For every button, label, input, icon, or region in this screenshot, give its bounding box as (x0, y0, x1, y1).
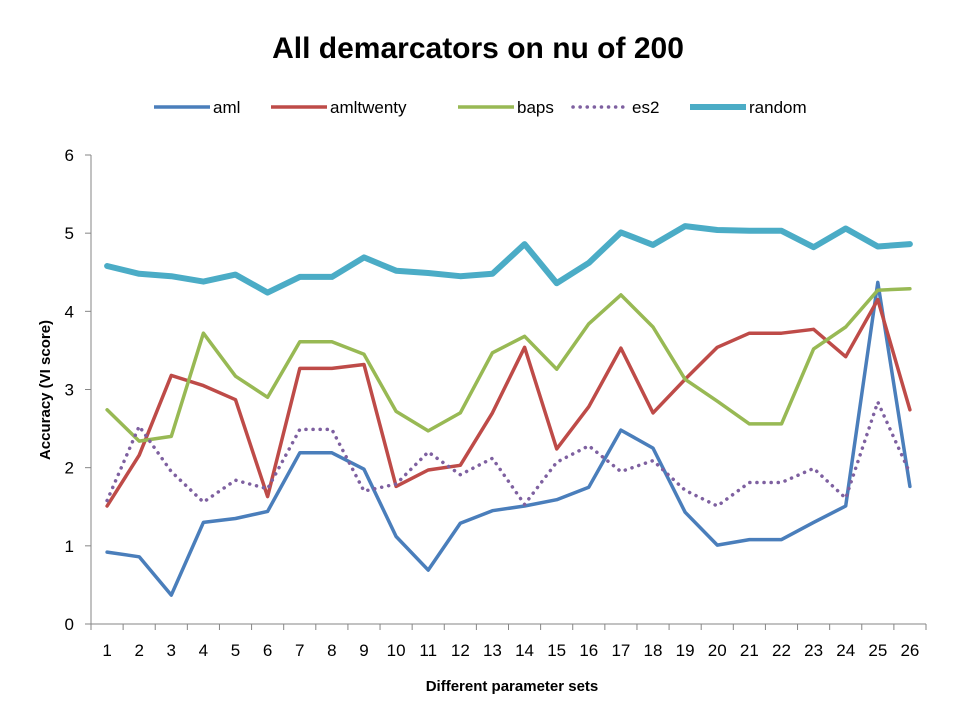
legend-label-aml: aml (213, 98, 240, 117)
x-tick-label: 19 (676, 641, 695, 660)
series-line-random (104, 223, 913, 296)
x-tick-label: 5 (231, 641, 240, 660)
x-tick-label: 20 (708, 641, 727, 660)
legend-label-amltwenty: amltwenty (330, 98, 407, 117)
legend-label-es2: es2 (632, 98, 659, 117)
x-tick-label: 2 (134, 641, 143, 660)
legend-label-baps: baps (517, 98, 554, 117)
series-line-aml (105, 280, 912, 597)
x-tick-label: 1 (102, 641, 111, 660)
plot-area (104, 223, 913, 597)
y-axis-title: Accuracy (VI score) (37, 320, 54, 460)
y-tick-label: 2 (65, 459, 74, 478)
y-tick-label: 4 (65, 302, 74, 321)
x-axis-ticks: 1 2 3 4 5 6 7 8 9 10 11 12 13 14 15 16 17 18 19 20 21 22 23 24 2… (90, 624, 927, 660)
x-tick-label: 25 (868, 641, 887, 660)
chart-title: All demarcators on nu of 200 (272, 32, 684, 65)
x-tick-label: 26 (900, 641, 919, 660)
x-tick-label: 7 (295, 641, 304, 660)
y-tick-label: 3 (65, 381, 74, 400)
x-tick-label: 16 (579, 641, 598, 660)
x-tick-label: 23 (804, 641, 823, 660)
x-tick-label: 3 (167, 641, 176, 660)
x-tick-label: 11 (419, 641, 437, 660)
x-tick-label: 24 (836, 641, 855, 660)
series-line-es2 (105, 400, 912, 508)
x-tick-label: 21 (740, 641, 759, 660)
series-line-amltwenty (105, 297, 912, 508)
x-tick-label: 6 (263, 641, 272, 660)
y-axis-ticks: 0 1 2 3 4 5 6 (65, 146, 91, 634)
series-line-baps (105, 286, 912, 443)
x-tick-label: 14 (515, 641, 534, 660)
x-tick-label: 4 (199, 641, 208, 660)
chart-legend: aml amltwenty baps es2 random (154, 98, 807, 117)
x-tick-label: 17 (611, 641, 630, 660)
x-tick-label: 22 (772, 641, 791, 660)
x-tick-label: 12 (451, 641, 470, 660)
x-tick-label: 15 (547, 641, 566, 660)
x-tick-label: 18 (644, 641, 663, 660)
x-axis-title: Different parameter sets (426, 678, 599, 695)
x-tick-label: 8 (327, 641, 336, 660)
y-tick-label: 5 (65, 224, 74, 243)
legend-label-random: random (749, 98, 807, 117)
x-tick-label: 13 (483, 641, 502, 660)
y-tick-label: 6 (65, 146, 74, 165)
x-tick-label: 10 (387, 641, 406, 660)
y-tick-label: 0 (65, 615, 74, 634)
x-tick-label: 9 (359, 641, 368, 660)
y-tick-label: 1 (65, 537, 74, 556)
